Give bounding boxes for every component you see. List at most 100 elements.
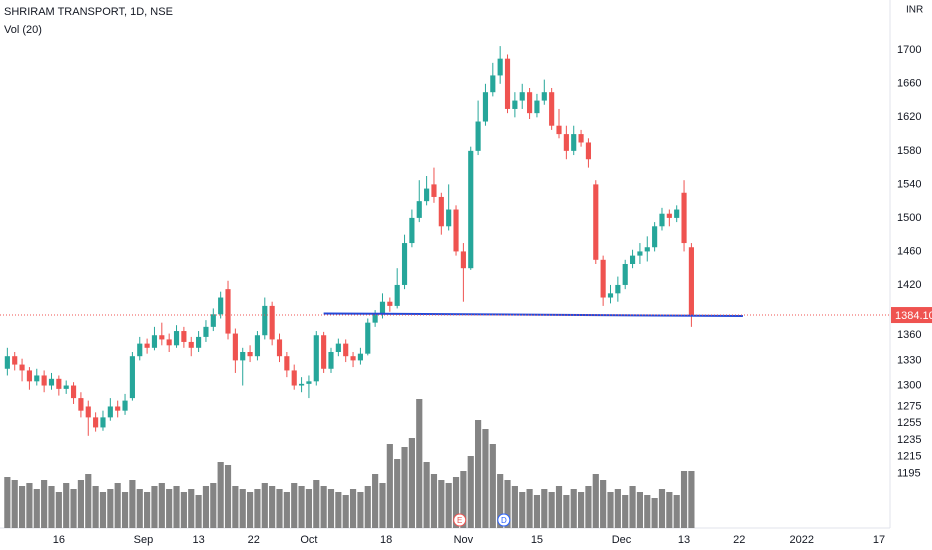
- candle-body: [100, 417, 106, 428]
- y-tick-label: 1660: [897, 78, 921, 90]
- volume-bar: [600, 480, 607, 528]
- candle-body: [210, 314, 216, 327]
- candle-body: [34, 375, 40, 382]
- candle-body: [674, 209, 680, 218]
- y-tick-label: 1540: [897, 178, 921, 190]
- volume-bar: [386, 444, 393, 528]
- candle-body: [107, 406, 113, 418]
- candle-body: [578, 134, 584, 143]
- event-marker: [453, 513, 467, 527]
- candle-body: [276, 339, 283, 357]
- candle-body: [475, 121, 481, 151]
- candle-body: [534, 100, 540, 114]
- candle-body: [284, 356, 290, 371]
- candle-body: [688, 247, 694, 316]
- volume-bar: [188, 489, 195, 528]
- volume-bar: [166, 489, 173, 528]
- candle-body: [527, 92, 533, 114]
- volume-bar: [651, 498, 658, 528]
- candle-body: [387, 301, 393, 306]
- candle-body: [593, 184, 599, 260]
- x-tick-label: 18: [380, 534, 392, 546]
- candle-body: [409, 217, 415, 244]
- candle-body: [48, 378, 55, 386]
- candle-body: [56, 378, 62, 389]
- volume-bar: [563, 495, 570, 528]
- volume-bar: [151, 486, 158, 528]
- candle-body: [291, 370, 297, 386]
- candle-body: [644, 247, 650, 252]
- volume-bar: [313, 480, 320, 528]
- chart-title: SHRIRAM TRANSPORT, 1D, NSE: [4, 6, 173, 18]
- candle-body: [188, 341, 194, 348]
- volume-bar: [305, 489, 313, 528]
- candle-body: [490, 75, 496, 93]
- volume-bar: [585, 486, 592, 528]
- candle-body: [497, 58, 503, 76]
- candle-body: [460, 251, 466, 269]
- last-price-label: 1384.10: [895, 310, 932, 322]
- volume-bar: [85, 474, 92, 528]
- candle-body: [431, 184, 437, 197]
- candle-body: [424, 188, 430, 202]
- candle-body: [343, 343, 349, 357]
- y-tick-label: 1700: [897, 44, 921, 56]
- volume-bar: [467, 456, 474, 528]
- candle-body: [622, 264, 628, 285]
- volume-bar: [379, 483, 386, 528]
- candle-body: [166, 339, 172, 346]
- volume-bar: [482, 429, 489, 528]
- candle-body: [129, 356, 135, 399]
- volume-bar: [33, 489, 40, 528]
- candle-body: [144, 343, 150, 348]
- volume-bar: [261, 483, 268, 528]
- candle-body: [519, 92, 525, 101]
- volume-bar: [680, 471, 688, 528]
- volume-bar: [349, 489, 357, 528]
- candle-body: [63, 385, 69, 389]
- y-tick-label: 1255: [897, 417, 921, 429]
- x-tick-label: 22: [248, 534, 260, 546]
- volume-bar: [41, 480, 48, 528]
- candle-body: [196, 336, 202, 348]
- volume-bar: [224, 465, 232, 528]
- volume-bar: [239, 489, 246, 528]
- candle-body: [70, 385, 77, 399]
- y-tick-label: 1215: [897, 451, 921, 463]
- candle-body: [512, 100, 518, 109]
- volume-bar: [504, 480, 511, 528]
- candle-body: [541, 92, 547, 101]
- candle-body: [357, 353, 363, 361]
- candle-body: [372, 314, 378, 323]
- candle-body: [446, 209, 452, 227]
- volume-bar: [673, 495, 680, 528]
- x-tick-label: 16: [53, 534, 65, 546]
- candle-body: [659, 213, 665, 227]
- volume-bar: [511, 486, 518, 528]
- volume-bar: [644, 495, 651, 528]
- neckline: [323, 312, 743, 317]
- volume-bar: [121, 492, 129, 528]
- candle-body: [78, 398, 84, 411]
- candle-body: [262, 305, 268, 336]
- candle-body: [240, 352, 246, 361]
- x-tick-label: 2022: [789, 534, 813, 546]
- volume-bar: [423, 462, 430, 528]
- volume-bar: [577, 492, 585, 528]
- volume-bar: [541, 489, 548, 528]
- volume-bar: [107, 489, 114, 528]
- y-tick-label: 1460: [897, 245, 921, 257]
- volume-bar: [408, 438, 415, 528]
- volume-bar: [232, 486, 239, 528]
- volume-bar: [298, 486, 305, 528]
- candle-body: [556, 125, 562, 135]
- candle-body: [328, 352, 334, 369]
- volume-bar: [77, 480, 84, 528]
- candle-body: [218, 297, 224, 315]
- candle-body: [159, 335, 165, 340]
- x-tick-label: 15: [531, 534, 543, 546]
- volume-bar: [48, 486, 55, 528]
- candle-body: [365, 322, 371, 354]
